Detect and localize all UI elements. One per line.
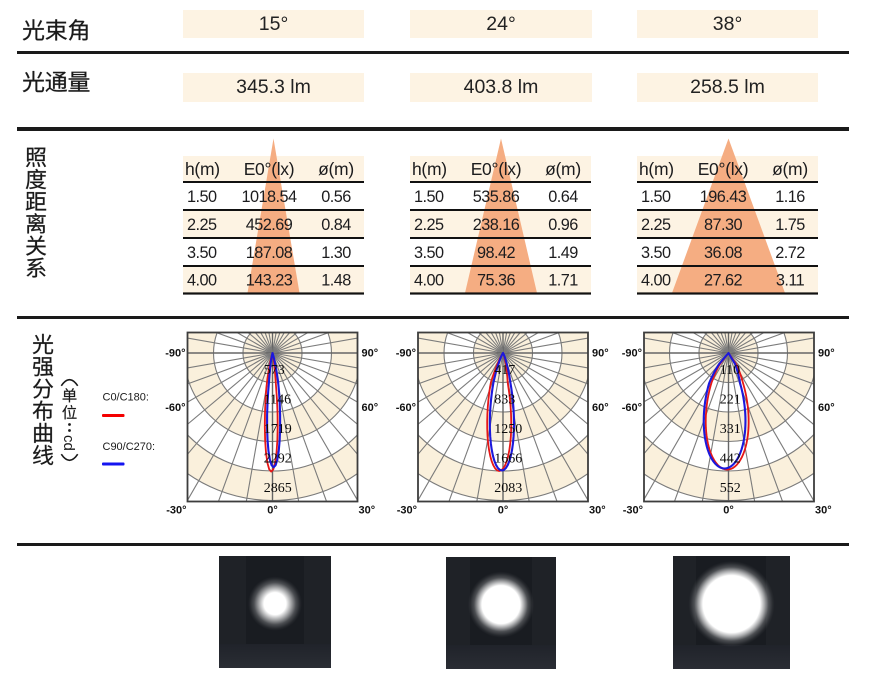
svg-text:98.42: 98.42 (477, 244, 515, 262)
svg-text:h(m): h(m) (412, 159, 447, 179)
svg-text:75.36: 75.36 (477, 271, 515, 289)
svg-text:C0/C180:: C0/C180: (103, 392, 149, 404)
svg-text:573: 573 (264, 363, 285, 378)
svg-text:60°: 60° (592, 402, 609, 414)
svg-text:331: 331 (720, 422, 741, 437)
svg-text:1.50: 1.50 (414, 188, 444, 206)
svg-text:60°: 60° (362, 402, 379, 414)
svg-text:238.16: 238.16 (473, 216, 520, 234)
svg-text:E0°(lx): E0°(lx) (698, 159, 749, 179)
svg-text:60°: 60° (818, 402, 835, 414)
svg-text:ø(m): ø(m) (545, 159, 581, 179)
svg-text:h(m): h(m) (185, 159, 220, 179)
svg-text:452.69: 452.69 (246, 216, 293, 234)
svg-text:1146: 1146 (264, 393, 291, 408)
svg-text:-60°: -60° (622, 402, 642, 414)
svg-text:27.62: 27.62 (704, 271, 742, 289)
svg-text:143.23: 143.23 (246, 271, 293, 289)
svg-text:3.50: 3.50 (187, 244, 217, 262)
svg-text:0°: 0° (498, 505, 509, 517)
svg-text:30°: 30° (589, 505, 606, 517)
svg-text:-30°: -30° (623, 505, 643, 517)
svg-text:-90°: -90° (165, 348, 185, 360)
svg-text:30°: 30° (815, 505, 832, 517)
svg-text:-30°: -30° (166, 505, 186, 517)
svg-text:90°: 90° (362, 348, 379, 360)
svg-text:196.43: 196.43 (700, 188, 747, 206)
svg-text:ø(m): ø(m) (772, 159, 808, 179)
svg-text:30°: 30° (359, 505, 376, 517)
svg-text:2.25: 2.25 (187, 216, 217, 234)
svg-text:1.49: 1.49 (548, 244, 578, 262)
svg-text:-60°: -60° (165, 402, 185, 414)
svg-text:-90°: -90° (622, 348, 642, 360)
svg-text:2.72: 2.72 (775, 244, 805, 262)
svg-text:1719: 1719 (264, 422, 292, 437)
svg-text:221: 221 (720, 393, 741, 408)
svg-text:2865: 2865 (264, 481, 292, 496)
svg-text:90°: 90° (592, 348, 609, 360)
svg-text:E0°(lx): E0°(lx) (244, 159, 295, 179)
svg-text:ø(m): ø(m) (318, 159, 354, 179)
svg-text:C90/C270:: C90/C270: (103, 441, 156, 453)
svg-text:-90°: -90° (396, 348, 416, 360)
svg-text:4.00: 4.00 (187, 271, 217, 289)
svg-text:0.64: 0.64 (548, 188, 578, 206)
svg-text:2.25: 2.25 (414, 216, 444, 234)
svg-text:187.08: 187.08 (246, 244, 293, 262)
svg-text:E0°(lx): E0°(lx) (471, 159, 522, 179)
svg-text:0.84: 0.84 (321, 216, 351, 234)
svg-text:-60°: -60° (396, 402, 416, 414)
svg-text:-30°: -30° (397, 505, 417, 517)
svg-text:4.00: 4.00 (414, 271, 444, 289)
svg-text:110: 110 (720, 363, 740, 378)
svg-text:1.16: 1.16 (775, 188, 805, 206)
svg-text:36.08: 36.08 (704, 244, 742, 262)
svg-text:h(m): h(m) (639, 159, 674, 179)
svg-text:1250: 1250 (494, 422, 522, 437)
svg-text:1.75: 1.75 (775, 216, 805, 234)
svg-text:90°: 90° (818, 348, 835, 360)
svg-text:2083: 2083 (494, 481, 522, 496)
svg-text:0.96: 0.96 (548, 216, 578, 234)
svg-text:3.11: 3.11 (776, 271, 805, 289)
svg-text:417: 417 (494, 363, 515, 378)
svg-text:1.30: 1.30 (321, 244, 351, 262)
svg-text:0.56: 0.56 (321, 188, 351, 206)
svg-text:87.30: 87.30 (704, 216, 742, 234)
svg-text:2292: 2292 (264, 452, 292, 467)
svg-text:1666: 1666 (494, 452, 522, 467)
svg-text:1.50: 1.50 (187, 188, 217, 206)
svg-text:0°: 0° (267, 505, 278, 517)
svg-text:cd: cd (60, 435, 77, 451)
svg-text:3.50: 3.50 (414, 244, 444, 262)
svg-text:0°: 0° (723, 505, 734, 517)
svg-text:442: 442 (720, 452, 741, 467)
svg-text:3.50: 3.50 (641, 244, 671, 262)
svg-text:1018.54: 1018.54 (241, 188, 296, 206)
svg-text:1.48: 1.48 (321, 271, 351, 289)
svg-text:1.71: 1.71 (548, 271, 578, 289)
svg-text:552: 552 (720, 481, 741, 496)
svg-text:4.00: 4.00 (641, 271, 671, 289)
svg-text:535.86: 535.86 (473, 188, 520, 206)
svg-text:2.25: 2.25 (641, 216, 671, 234)
svg-text:833: 833 (494, 393, 515, 408)
svg-text:1.50: 1.50 (641, 188, 671, 206)
